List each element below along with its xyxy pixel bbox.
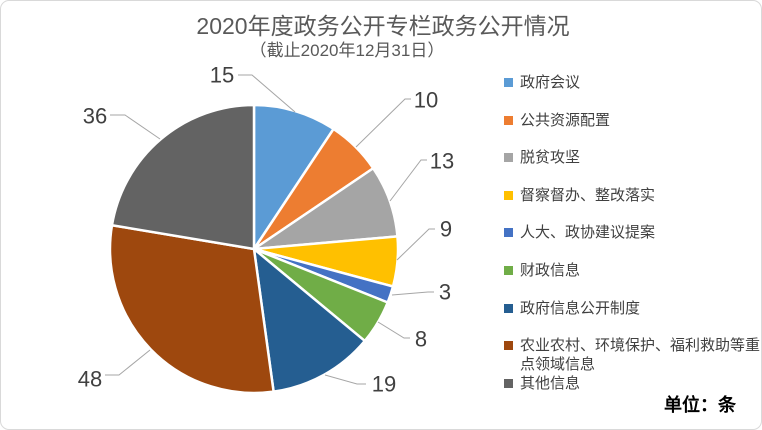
unit-label: 单位：条	[664, 395, 736, 415]
chart-title: 2020年度政务公开专栏政务公开情况	[196, 13, 570, 39]
slice-value-label: 10	[414, 88, 438, 113]
leader-line	[238, 74, 296, 113]
leader-line	[355, 98, 411, 148]
leader-line	[377, 321, 410, 339]
slice-value-label: 15	[210, 63, 234, 88]
slice-value-label: 8	[415, 327, 427, 352]
slice-value-label: 36	[83, 104, 107, 129]
leader-line	[110, 114, 161, 140]
slice-value-label: 9	[440, 217, 452, 242]
leader-line	[389, 159, 427, 202]
leader-line	[396, 228, 435, 261]
slice-value-label: 48	[78, 367, 102, 392]
slice-value-label: 13	[430, 149, 454, 174]
leader-line	[105, 349, 151, 376]
chart-subtitle: （截止2020年12月31日）	[249, 41, 445, 60]
slice-value-label: 3	[439, 280, 451, 305]
pie-slice-7	[252, 247, 367, 393]
pie-slice-8	[108, 223, 275, 395]
pie-slice-9	[110, 103, 256, 251]
slice-value-label: 19	[372, 372, 396, 397]
pie-slice-1	[252, 103, 335, 251]
leader-line	[324, 374, 366, 385]
leader-line	[391, 291, 434, 296]
